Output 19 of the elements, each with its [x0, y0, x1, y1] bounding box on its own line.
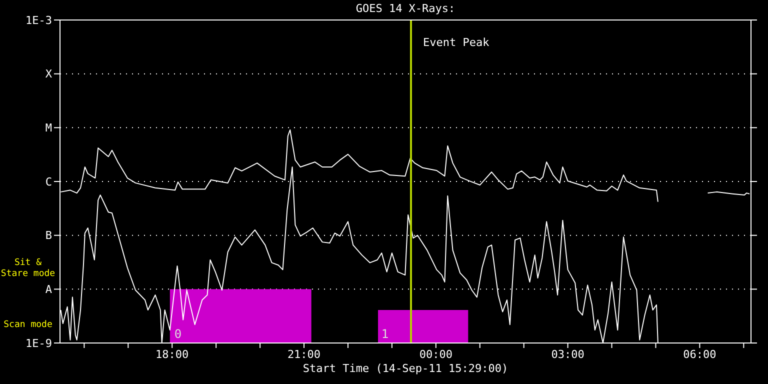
y-tick-label: B	[45, 229, 52, 242]
y-tick-label: 1E-3	[26, 14, 52, 27]
y-tick-label: C	[45, 175, 52, 188]
y-tick-label: 1E-9	[26, 336, 52, 350]
y-tick-label: A	[45, 283, 52, 296]
ref-line-label: Event Peak	[422, 36, 490, 49]
x-tick-label: 06:00	[683, 348, 716, 361]
x-tick-label: 03:00	[551, 348, 584, 361]
text: Sit & Stare mode	[0, 258, 56, 280]
x-tick-label: 21:00	[287, 348, 321, 361]
annotation: 1	[380, 327, 390, 341]
x-tick-label: 00:00	[419, 348, 452, 361]
x-axis-title: Start Time (14-Sep-11 15:29:00)	[302, 362, 510, 375]
annotation: 0	[173, 327, 183, 341]
text: Scan mode	[2, 320, 54, 331]
y-tick-label: M	[45, 122, 52, 135]
y-tick-label: X	[45, 68, 52, 81]
x-tick-label: 18:00	[156, 348, 189, 361]
chart-title: GOES 14 X-Rays:	[354, 2, 456, 15]
